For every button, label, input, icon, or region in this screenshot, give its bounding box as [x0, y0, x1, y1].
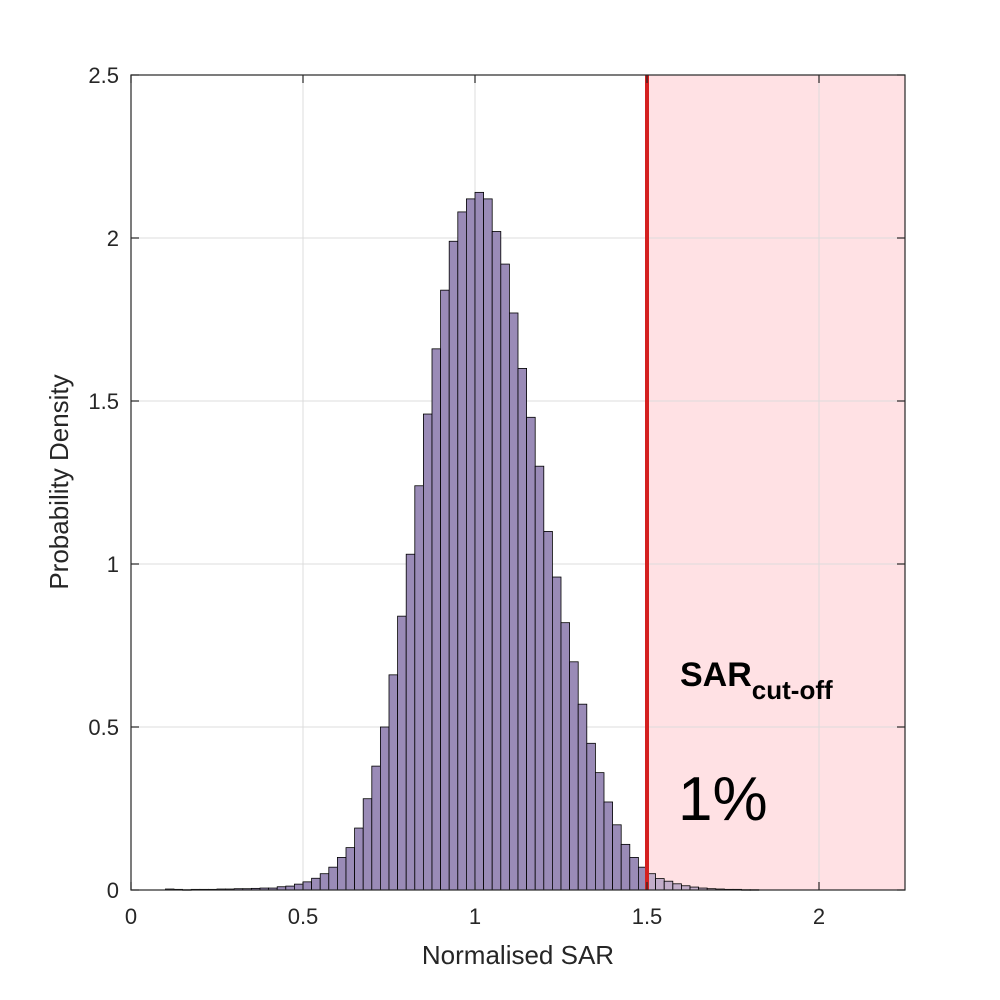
ticks: 0 0.5 1 1.5 2 0 0.5 1 1.5 2 2.5 — [88, 63, 905, 929]
histogram-bar — [517, 367, 528, 891]
x-tick-label: 0 — [125, 904, 137, 929]
histogram-bar — [336, 857, 347, 891]
histogram-bar — [465, 198, 476, 891]
histogram-bar — [379, 726, 390, 891]
histogram-bar — [422, 413, 433, 891]
cutoff-label: SARcut-off — [680, 656, 833, 705]
x-tick-label: 2 — [813, 904, 825, 929]
histogram-bar — [448, 240, 459, 891]
cutoff-region — [647, 75, 905, 890]
y-tick-label: 1.5 — [88, 389, 119, 414]
histogram-bar — [577, 703, 588, 891]
histogram-bar — [560, 622, 571, 891]
histogram-bar — [500, 263, 510, 891]
histogram-bar — [405, 553, 416, 891]
x-tick-label: 1.5 — [632, 904, 663, 929]
histogram-bar — [457, 211, 467, 891]
histogram-bar — [302, 881, 313, 891]
histogram-bar — [543, 531, 553, 891]
histogram-bar — [414, 485, 424, 891]
y-tick-label: 2 — [107, 226, 119, 251]
histogram-bar — [629, 857, 639, 891]
histogram-bar — [431, 348, 442, 891]
y-tick-label: 0 — [107, 878, 119, 903]
histogram-bar — [552, 576, 562, 891]
histogram-bar — [672, 883, 682, 891]
axes-box — [130, 74, 906, 891]
cutoff-label-sub: cut-off — [752, 675, 833, 705]
y-tick-label: 0.5 — [88, 715, 119, 740]
histogram-bar — [595, 772, 605, 891]
histogram-bars — [164, 191, 760, 891]
histogram-bar — [371, 765, 381, 891]
y-axis-title: Probability Density — [44, 374, 74, 589]
histogram-bar — [603, 801, 614, 891]
histogram-bar — [663, 880, 674, 891]
histogram-bar — [612, 824, 622, 891]
y-tick-label: 1 — [107, 552, 119, 577]
histogram-bar — [311, 877, 321, 891]
histogram-bar — [586, 742, 596, 891]
histogram-bar — [397, 615, 407, 891]
histogram-bar — [491, 231, 502, 891]
histogram-bar — [508, 312, 519, 891]
histogram-bar — [345, 847, 356, 891]
histogram-bar — [354, 827, 364, 891]
histogram-bar — [440, 289, 450, 891]
histogram-bar — [474, 191, 484, 891]
histogram-bar — [362, 798, 373, 891]
x-tick-label: 0.5 — [288, 904, 319, 929]
histogram-bar — [293, 883, 304, 891]
x-axis-title: Normalised SAR — [422, 940, 614, 970]
histogram-bar — [655, 878, 665, 891]
cutoff-percent: 1% — [678, 765, 768, 834]
histogram-bar — [526, 416, 536, 891]
histogram-bar — [483, 198, 493, 891]
histogram-bar — [319, 873, 330, 891]
histogram-bar — [328, 866, 338, 891]
cutoff-label-main: SAR — [680, 656, 752, 694]
x-tick-label: 1 — [469, 904, 481, 929]
histogram-bar — [569, 661, 579, 891]
y-tick-label: 2.5 — [88, 63, 119, 88]
histogram-bar — [534, 465, 545, 891]
histogram-bar — [388, 674, 399, 891]
histogram-bar — [681, 885, 691, 891]
histogram-bar — [620, 843, 631, 891]
